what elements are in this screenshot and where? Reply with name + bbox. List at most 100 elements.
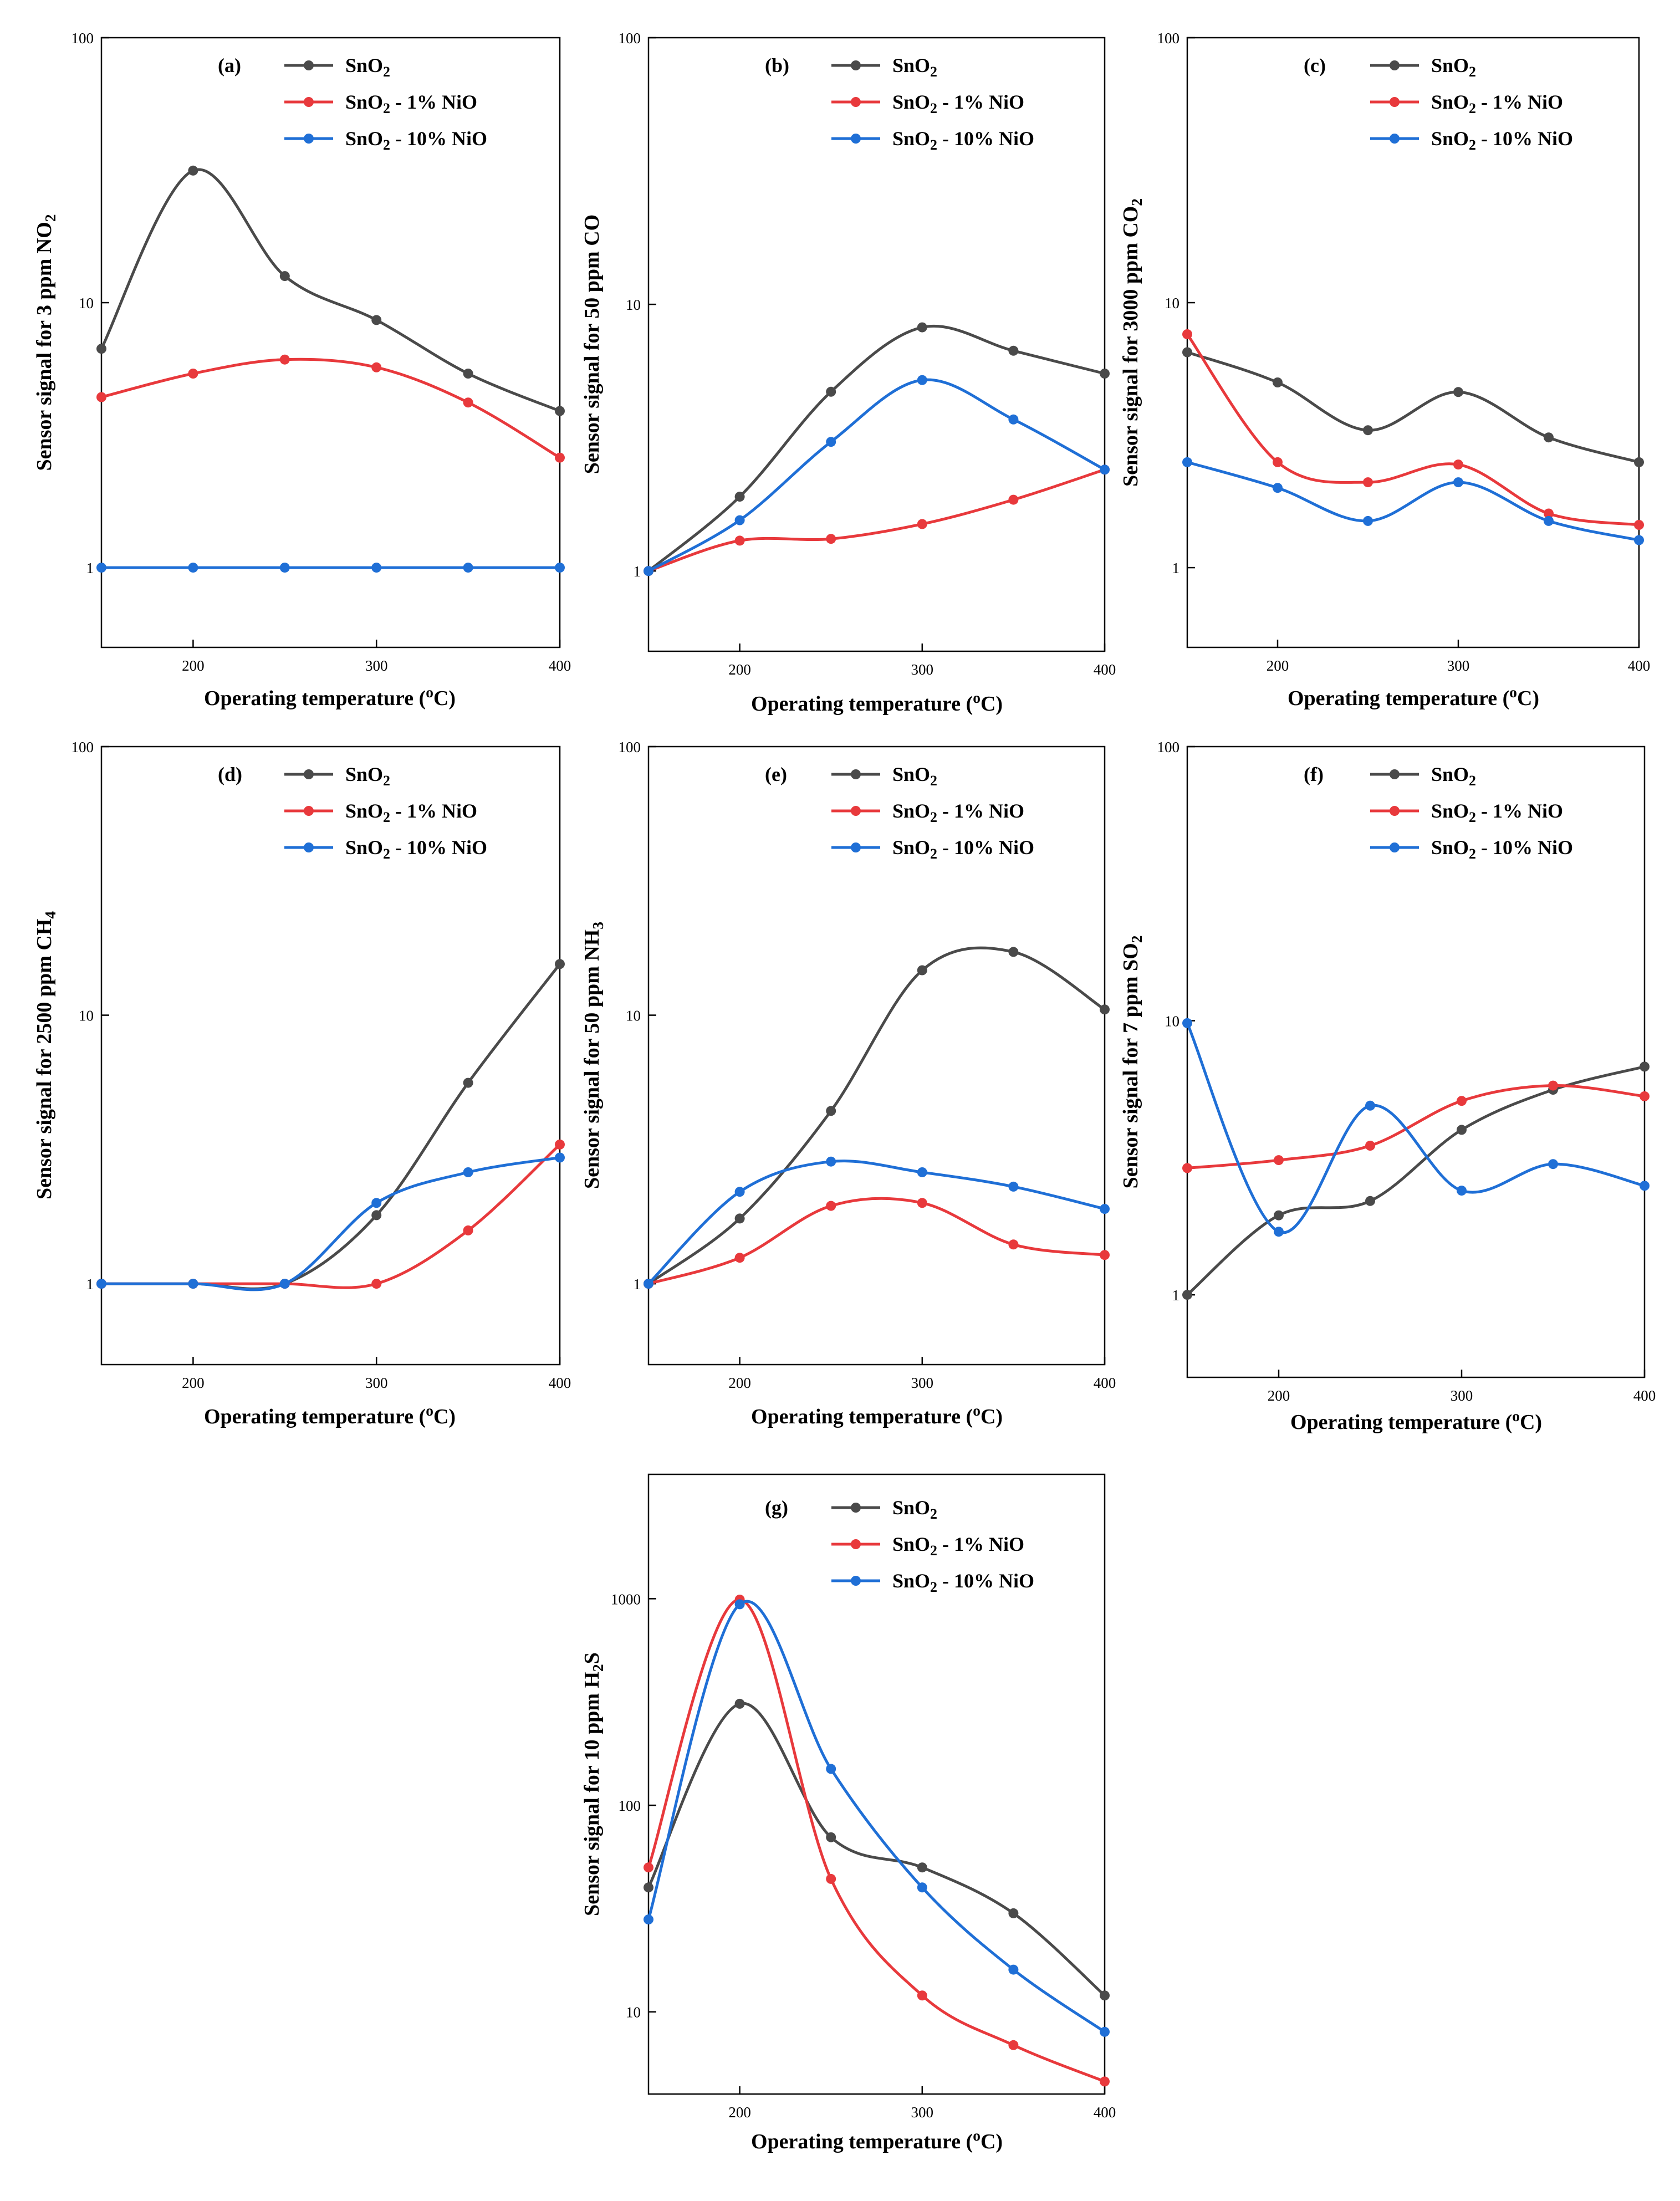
data-point-sno2 bbox=[1274, 1210, 1284, 1220]
data-point-sno2-1pct-nio bbox=[644, 1862, 653, 1873]
legend-marker bbox=[304, 60, 314, 70]
data-point-sno2 bbox=[826, 1832, 836, 1842]
y-tick-label: 1000 bbox=[611, 1591, 641, 1607]
data-point-sno2-10pct-nio bbox=[279, 563, 290, 573]
data-point-sno2-10pct-nio bbox=[734, 1187, 745, 1197]
data-point-sno2-10pct-nio bbox=[188, 563, 198, 573]
series-line-sno2-1pct-nio bbox=[647, 1598, 1106, 2083]
data-point-sno2 bbox=[371, 315, 382, 325]
data-point-sno2-1pct-nio bbox=[1182, 1163, 1192, 1173]
data-point-sno2-10pct-nio bbox=[279, 1279, 290, 1289]
data-point-sno2 bbox=[826, 386, 836, 397]
data-point-sno2 bbox=[1182, 347, 1192, 358]
data-point-sno2-10pct-nio bbox=[1274, 1227, 1284, 1237]
chart-panel-f: 200 300 400 1 10 100 Operating temperature (oC… bbox=[1119, 739, 1656, 1434]
legend-entry-sno2-1pct-nio: SnO2 - 1% NiO bbox=[892, 1533, 1024, 1559]
legend-entry-sno2-1pct-nio: SnO2 - 1% NiO bbox=[892, 91, 1024, 116]
legend-entry-sno2-10pct-nio: SnO2 - 10% NiO bbox=[1431, 127, 1573, 153]
plot-frame bbox=[100, 745, 561, 1366]
data-point-sno2 bbox=[1008, 947, 1019, 957]
data-point-sno2-10pct-nio bbox=[188, 1279, 198, 1289]
y-tick-label: 100 bbox=[619, 739, 641, 755]
legend-marker bbox=[851, 60, 861, 70]
legend-marker bbox=[1390, 769, 1400, 779]
data-point-sno2 bbox=[96, 344, 106, 354]
legend-marker bbox=[851, 1539, 861, 1549]
data-point-sno2 bbox=[826, 1106, 836, 1116]
y-axis-title: Sensor signal for 2500 ppm CH4 bbox=[33, 911, 59, 1199]
data-point-sno2-10pct-nio bbox=[1100, 464, 1110, 475]
data-point-sno2 bbox=[1544, 432, 1554, 443]
x-tick-label: 200 bbox=[182, 657, 205, 674]
x-axis-title: Operating temperature (oC) bbox=[751, 690, 1003, 716]
legend-entry-sno2: SnO2 bbox=[892, 1497, 937, 1522]
y-tick-label: 10 bbox=[79, 295, 94, 311]
x-tick-label: 300 bbox=[365, 1375, 388, 1391]
data-point-sno2 bbox=[555, 406, 565, 416]
y-tick-label: 100 bbox=[1157, 739, 1180, 755]
data-point-sno2-1pct-nio bbox=[1008, 2040, 1019, 2050]
data-point-sno2 bbox=[644, 1882, 653, 1893]
series-line-sno2-10pct-nio bbox=[100, 1156, 561, 1291]
data-point-sno2-10pct-nio bbox=[1544, 515, 1554, 526]
y-tick-label: 1 bbox=[86, 1276, 94, 1293]
data-point-sno2-10pct-nio bbox=[555, 563, 565, 573]
legend-entry-sno2-10pct-nio: SnO2 - 10% NiO bbox=[892, 836, 1034, 862]
series-line-sno2-1pct-nio bbox=[100, 1143, 561, 1289]
x-tick-label: 200 bbox=[728, 661, 751, 678]
x-tick-label: 200 bbox=[728, 2104, 751, 2121]
y-tick-label: 100 bbox=[72, 739, 94, 755]
legend-marker bbox=[1390, 806, 1400, 816]
y-tick-label: 10 bbox=[626, 297, 641, 313]
legend-entry-sno2-1pct-nio: SnO2 - 1% NiO bbox=[345, 800, 477, 825]
data-point-sno2-10pct-nio bbox=[1365, 1100, 1375, 1111]
legend-entry-sno2-10pct-nio: SnO2 - 10% NiO bbox=[345, 127, 487, 153]
y-tick-label: 100 bbox=[619, 1797, 641, 1814]
y-tick-label: 100 bbox=[72, 30, 94, 47]
panel-label: (a) bbox=[218, 54, 241, 76]
panel-label: (e) bbox=[765, 763, 787, 785]
data-point-sno2-1pct-nio bbox=[826, 1201, 836, 1211]
legend-entry-sno2-10pct-nio: SnO2 - 10% NiO bbox=[345, 836, 487, 862]
data-point-sno2-1pct-nio bbox=[826, 534, 836, 544]
data-point-sno2-1pct-nio bbox=[555, 1139, 565, 1150]
series-line-sno2 bbox=[647, 946, 1106, 1285]
data-point-sno2-10pct-nio bbox=[463, 1167, 473, 1177]
data-point-sno2-1pct-nio bbox=[555, 452, 565, 463]
legend-entry-sno2: SnO2 bbox=[1431, 763, 1476, 789]
plot-frame bbox=[1186, 745, 1646, 1378]
data-point-sno2-10pct-nio bbox=[1008, 414, 1019, 425]
data-point-sno2-1pct-nio bbox=[1100, 1250, 1110, 1260]
y-tick-label: 1 bbox=[1172, 1287, 1180, 1304]
data-point-sno2-1pct-nio bbox=[463, 1225, 473, 1235]
data-point-sno2 bbox=[1453, 387, 1463, 397]
series-line-sno2-10pct-nio bbox=[647, 378, 1106, 573]
legend-marker bbox=[851, 806, 861, 816]
data-point-sno2-1pct-nio bbox=[1008, 1239, 1019, 1250]
series-line-sno2-1pct-nio bbox=[100, 358, 561, 459]
data-point-sno2-1pct-nio bbox=[1453, 459, 1463, 470]
data-point-sno2-10pct-nio bbox=[1100, 2026, 1110, 2037]
legend-marker bbox=[851, 1503, 861, 1513]
x-tick-label: 300 bbox=[911, 661, 934, 678]
data-point-sno2-1pct-nio bbox=[1274, 1155, 1284, 1166]
data-point-sno2-10pct-nio bbox=[1100, 1204, 1110, 1214]
chart-panel-a: 200 300 400 1 10 100 Operating temperature (oC… bbox=[33, 30, 571, 710]
x-tick-label: 200 bbox=[728, 1375, 751, 1391]
data-point-sno2-10pct-nio bbox=[371, 563, 382, 573]
x-tick-label: 400 bbox=[1094, 1375, 1116, 1391]
x-tick-label: 300 bbox=[365, 657, 388, 674]
legend-marker bbox=[304, 97, 314, 107]
data-point-sno2-1pct-nio bbox=[917, 519, 927, 529]
data-point-sno2-1pct-nio bbox=[826, 1873, 836, 1884]
panel-label: (g) bbox=[765, 1497, 788, 1519]
data-point-sno2-1pct-nio bbox=[371, 1279, 382, 1289]
data-point-sno2 bbox=[463, 369, 473, 379]
x-tick-label: 400 bbox=[549, 657, 571, 674]
x-tick-label: 200 bbox=[182, 1375, 205, 1391]
legend-marker bbox=[851, 842, 861, 852]
y-axis-title: Sensor signal for 10 ppm H2S bbox=[580, 1652, 606, 1916]
series-line-sno2-10pct-nio bbox=[1186, 461, 1641, 542]
legend-entry-sno2-1pct-nio: SnO2 - 1% NiO bbox=[1431, 800, 1563, 825]
